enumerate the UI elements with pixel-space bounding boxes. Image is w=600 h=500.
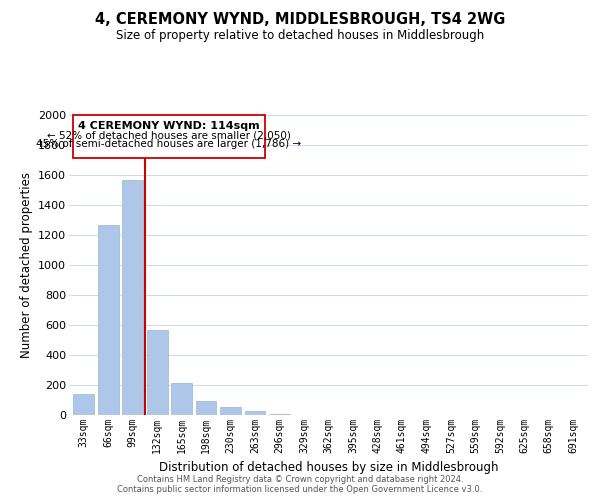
Text: 4, CEREMONY WYND, MIDDLESBROUGH, TS4 2WG: 4, CEREMONY WYND, MIDDLESBROUGH, TS4 2WG [95, 12, 505, 28]
Bar [171, 383, 192, 415]
Bar [245, 410, 265, 415]
Bar [122, 180, 143, 415]
Bar [220, 407, 241, 415]
Text: Size of property relative to detached houses in Middlesbrough: Size of property relative to detached ho… [116, 29, 484, 42]
Text: Contains HM Land Registry data © Crown copyright and database right 2024.
Contai: Contains HM Land Registry data © Crown c… [118, 474, 482, 494]
Text: 45% of semi-detached houses are larger (1,786) →: 45% of semi-detached houses are larger (… [36, 138, 301, 148]
Text: ← 52% of detached houses are smaller (2,050): ← 52% of detached houses are smaller (2,… [47, 130, 290, 140]
Bar [147, 330, 167, 415]
Bar [269, 414, 290, 415]
Y-axis label: Number of detached properties: Number of detached properties [20, 172, 32, 358]
Bar [98, 224, 119, 415]
FancyBboxPatch shape [73, 115, 265, 158]
Bar [196, 401, 217, 415]
Text: 4 CEREMONY WYND: 114sqm: 4 CEREMONY WYND: 114sqm [78, 120, 260, 130]
X-axis label: Distribution of detached houses by size in Middlesbrough: Distribution of detached houses by size … [159, 462, 498, 474]
Bar [73, 394, 94, 415]
